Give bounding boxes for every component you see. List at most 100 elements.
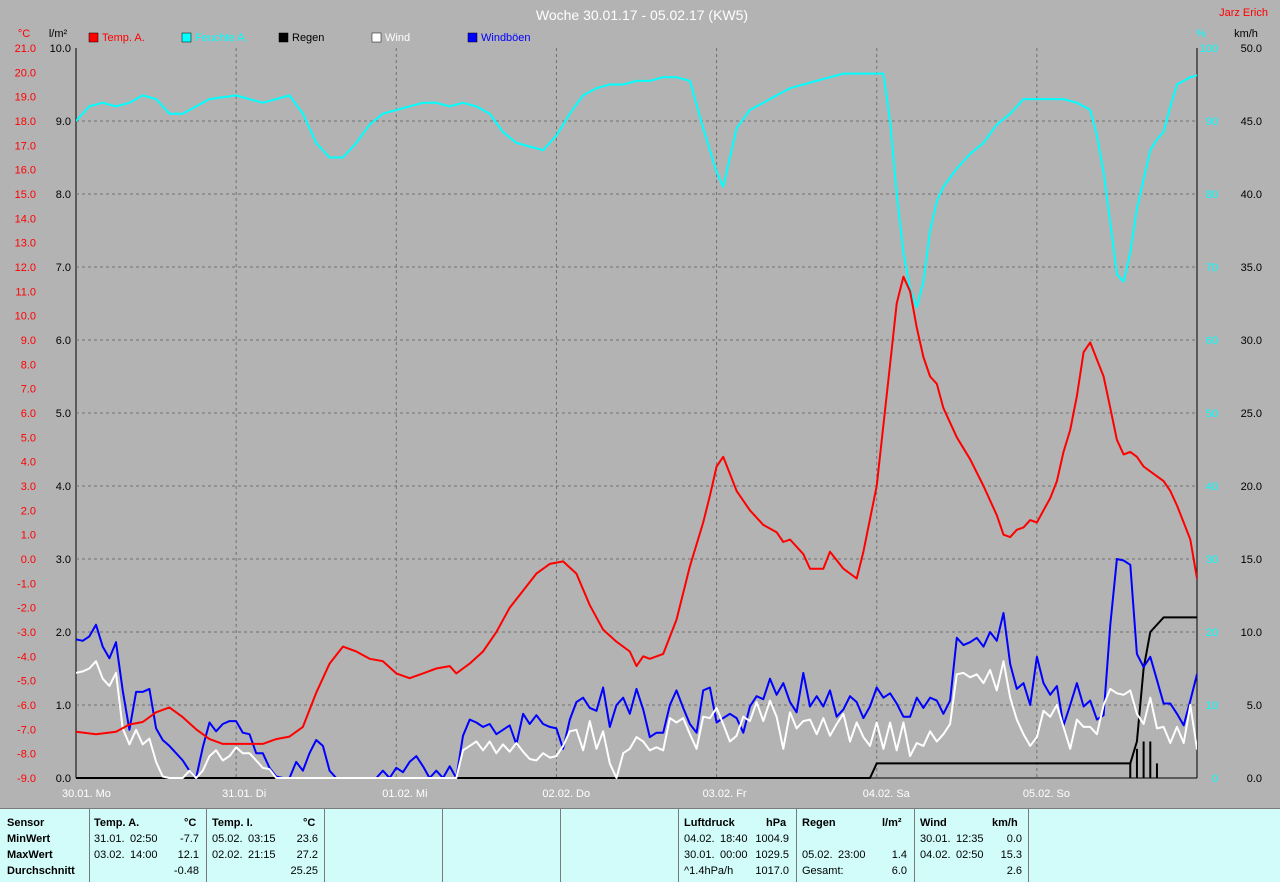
- humidity-tick-label: 90: [1206, 116, 1218, 128]
- rain-tick-label: 5.0: [56, 408, 71, 420]
- rain-tick-label: 7.0: [56, 262, 71, 274]
- author-label: Jarz Erich: [1219, 7, 1268, 19]
- series-clip-group: [76, 72, 1197, 779]
- wind-tick-label: 0.0: [1247, 773, 1262, 785]
- temp-tick-label: 10.0: [15, 311, 36, 323]
- wind-unit: km/h: [992, 817, 1018, 829]
- pressure-min-time: 18:40: [720, 833, 748, 845]
- rain-tick-label: 10.0: [50, 43, 71, 55]
- temp-a-min-time: 02:50: [130, 833, 158, 845]
- humidity-tick-label: 100: [1200, 43, 1218, 55]
- temp-tick-label: -7.0: [17, 724, 36, 736]
- x-tick-label: 04.02. Sa: [863, 788, 911, 800]
- legend-swatch: [467, 32, 478, 43]
- row-label-avg: Durchschnitt: [7, 865, 75, 877]
- temp-a-max-time: 14:00: [130, 849, 158, 861]
- temp-a-max-date: 03.02.: [94, 849, 125, 861]
- rain-unit: l/m²: [882, 817, 902, 829]
- rain-header: Regen: [802, 817, 836, 829]
- temp-tick-label: 5.0: [21, 432, 36, 444]
- wind-avg-value: 2.6: [1006, 865, 1022, 877]
- wind-tick-label: 30.0: [1241, 335, 1262, 347]
- rain-tick-label: 9.0: [56, 116, 71, 128]
- rain-total-label: Gesamt:: [802, 865, 844, 877]
- temp-tick-label: 19.0: [15, 92, 36, 104]
- regen-line: [76, 616, 1197, 779]
- temp-axis-unit: °C: [18, 28, 30, 40]
- rain-tick-label: 4.0: [56, 481, 71, 493]
- pressure-min-date: 04.02.: [684, 833, 715, 845]
- temp-tick-label: 16.0: [15, 165, 36, 177]
- rain-tick-label: 6.0: [56, 335, 71, 347]
- temp-a-avg-value: -0.48: [173, 865, 199, 877]
- legend-label: Regen: [292, 32, 324, 44]
- legend-swatch: [278, 32, 289, 43]
- temp-tick-label: -6.0: [17, 700, 36, 712]
- rain-max-time: 23:00: [838, 849, 866, 861]
- wind-tick-label: 5.0: [1247, 700, 1262, 712]
- x-tick-label: 31.01. Di: [222, 788, 266, 800]
- temp-tick-label: 13.0: [15, 238, 36, 250]
- stats-col-wind: Wind km/h 30.01. 12:35 0.0 04.02. 02:50 …: [914, 809, 1029, 882]
- legend: Temp. A. Feuchte A. Regen Wind Windböen: [88, 32, 531, 44]
- feuchte-a-line: [76, 72, 1197, 309]
- pressure-header: Luftdruck: [684, 817, 735, 829]
- rain-tick-label: 8.0: [56, 189, 71, 201]
- temp-i-min-value: 23.6: [296, 833, 318, 845]
- rain-max-date: 05.02.: [802, 849, 833, 861]
- wind-max-date: 04.02.: [920, 849, 951, 861]
- temp-a-header: Temp. A.: [94, 817, 140, 829]
- series-group: [76, 72, 1197, 779]
- humidity-tick-label: 20: [1206, 627, 1218, 639]
- temp-tick-label: 11.0: [15, 286, 36, 298]
- temp-tick-label: 4.0: [21, 457, 36, 469]
- legend-swatch: [88, 32, 99, 43]
- temp-tick-label: 0.0: [21, 554, 36, 566]
- wind-tick-label: 35.0: [1241, 262, 1262, 274]
- stats-col-pressure: Luftdruck hPa 04.02. 18:40 1004.9 30.01.…: [678, 809, 797, 882]
- temp-a-line: [76, 275, 1197, 745]
- rain-tick-label: 2.0: [56, 627, 71, 639]
- temp-tick-label: 9.0: [21, 335, 36, 347]
- row-label-min: MinWert: [7, 833, 51, 845]
- humidity-tick-label: 30: [1206, 554, 1218, 566]
- humidity-tick-label: 0: [1212, 773, 1218, 785]
- temp-tick-label: 1.0: [21, 530, 36, 542]
- rain-max-value: 1.4: [891, 849, 907, 861]
- pressure-max-time: 00:00: [720, 849, 748, 861]
- temp-i-avg-value: 25.25: [290, 865, 318, 877]
- temp-tick-label: -3.0: [17, 627, 36, 639]
- temp-tick-label: -4.0: [17, 651, 36, 663]
- chart-title: Woche 30.01.17 - 05.02.17 (KW5): [536, 7, 748, 23]
- temp-i-max-time: 21:15: [248, 849, 276, 861]
- wind-tick-label: 45.0: [1241, 116, 1262, 128]
- wind-tick-label: 40.0: [1241, 189, 1262, 201]
- temp-tick-label: 2.0: [21, 505, 36, 517]
- temp-a-min-date: 31.01.: [94, 833, 125, 845]
- pressure-min-value: 1004.9: [755, 833, 789, 845]
- wind-header: Wind: [920, 817, 947, 829]
- pressure-trend-label: ^1.4hPa/h: [684, 865, 734, 877]
- stats-col-temp-a: Temp. A. °C 31.01. 02:50 -7.7 03.02. 14:…: [89, 809, 207, 882]
- temp-a-min-value: -7.7: [180, 833, 199, 845]
- wind-min-date: 30.01.: [920, 833, 951, 845]
- wind-tick-label: 20.0: [1241, 481, 1262, 493]
- humidity-tick-label: 50: [1206, 408, 1218, 420]
- humidity-tick-label: 80: [1206, 189, 1218, 201]
- temp-i-min-time: 03:15: [248, 833, 276, 845]
- rain-total-value: 6.0: [891, 865, 907, 877]
- humidity-tick-label: 70: [1206, 262, 1218, 274]
- pressure-max-date: 30.01.: [684, 849, 715, 861]
- x-tick-label: 30.01. Mo: [62, 788, 111, 800]
- stats-col-empty-1: [324, 809, 443, 882]
- x-tick-label: 02.02. Do: [542, 788, 590, 800]
- pressure-unit: hPa: [766, 817, 787, 829]
- legend-label: Windböen: [481, 32, 531, 44]
- temp-i-unit: °C: [303, 817, 316, 829]
- temp-tick-label: 6.0: [21, 408, 36, 420]
- x-tick-label: 05.02. So: [1023, 788, 1070, 800]
- rain-axis-unit: l/m²: [49, 28, 68, 40]
- temp-a-max-value: 12.1: [177, 849, 199, 861]
- stats-col-temp-i: Temp. I. °C 05.02. 03:15 23.6 02.02. 21:…: [206, 809, 325, 882]
- legend-swatch: [371, 32, 382, 43]
